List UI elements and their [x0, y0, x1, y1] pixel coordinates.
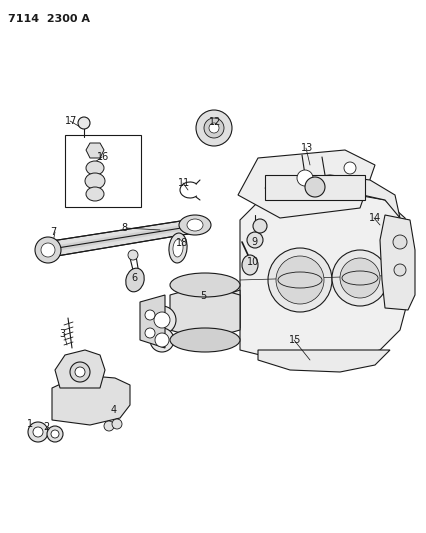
- Circle shape: [304, 177, 324, 197]
- Bar: [65, 135, 141, 207]
- Polygon shape: [218, 290, 239, 330]
- Ellipse shape: [154, 312, 170, 328]
- Text: 15: 15: [288, 335, 301, 345]
- Text: 10: 10: [246, 257, 259, 267]
- Polygon shape: [170, 285, 239, 340]
- Ellipse shape: [85, 173, 105, 189]
- Text: 9: 9: [250, 237, 256, 247]
- Text: 4: 4: [111, 405, 117, 415]
- Circle shape: [51, 430, 59, 438]
- Circle shape: [208, 123, 219, 133]
- Text: 6: 6: [131, 273, 137, 283]
- Circle shape: [75, 367, 85, 377]
- Circle shape: [392, 235, 406, 249]
- Circle shape: [196, 110, 231, 146]
- Circle shape: [331, 250, 387, 306]
- Text: 5: 5: [199, 291, 206, 301]
- Text: 16: 16: [97, 152, 109, 162]
- Circle shape: [145, 328, 155, 338]
- Polygon shape: [265, 175, 399, 218]
- Polygon shape: [239, 192, 409, 360]
- Polygon shape: [45, 218, 199, 258]
- Ellipse shape: [242, 255, 257, 275]
- Text: 17: 17: [65, 116, 77, 126]
- Circle shape: [104, 421, 114, 431]
- Polygon shape: [237, 150, 374, 218]
- Circle shape: [33, 427, 43, 437]
- Circle shape: [246, 232, 262, 248]
- Circle shape: [339, 258, 379, 298]
- Ellipse shape: [35, 237, 61, 263]
- Text: 14: 14: [368, 213, 380, 223]
- Text: 3: 3: [59, 329, 65, 339]
- Circle shape: [78, 117, 90, 129]
- Ellipse shape: [126, 268, 144, 292]
- Circle shape: [296, 170, 312, 186]
- Text: 11: 11: [178, 178, 190, 188]
- Text: 7114  2300 A: 7114 2300 A: [8, 14, 90, 24]
- Ellipse shape: [173, 239, 183, 257]
- Polygon shape: [52, 375, 130, 425]
- Ellipse shape: [169, 233, 187, 263]
- Circle shape: [253, 219, 266, 233]
- Circle shape: [268, 248, 331, 312]
- Ellipse shape: [170, 328, 239, 352]
- Ellipse shape: [41, 243, 55, 257]
- Ellipse shape: [155, 333, 169, 347]
- Ellipse shape: [148, 306, 176, 334]
- Circle shape: [204, 118, 224, 138]
- Polygon shape: [379, 215, 414, 310]
- Ellipse shape: [170, 273, 239, 297]
- Circle shape: [70, 362, 90, 382]
- Circle shape: [393, 264, 405, 276]
- Circle shape: [112, 419, 122, 429]
- Polygon shape: [257, 350, 389, 372]
- Circle shape: [28, 422, 48, 442]
- Text: 8: 8: [121, 223, 127, 233]
- Text: 2: 2: [43, 422, 49, 432]
- Circle shape: [145, 310, 155, 320]
- Polygon shape: [55, 350, 105, 388]
- Text: 7: 7: [50, 227, 56, 237]
- Circle shape: [47, 426, 63, 442]
- Ellipse shape: [86, 187, 104, 201]
- Ellipse shape: [178, 215, 210, 235]
- Ellipse shape: [187, 219, 202, 231]
- Circle shape: [128, 250, 138, 260]
- Polygon shape: [86, 143, 104, 158]
- Ellipse shape: [86, 161, 104, 175]
- Text: 12: 12: [208, 117, 221, 127]
- Text: 13: 13: [300, 143, 313, 153]
- Text: 1: 1: [27, 419, 33, 429]
- Circle shape: [275, 256, 323, 304]
- Text: 18: 18: [176, 238, 188, 248]
- Ellipse shape: [150, 328, 173, 352]
- Circle shape: [343, 162, 355, 174]
- Bar: [265, 175, 364, 200]
- Polygon shape: [140, 295, 164, 348]
